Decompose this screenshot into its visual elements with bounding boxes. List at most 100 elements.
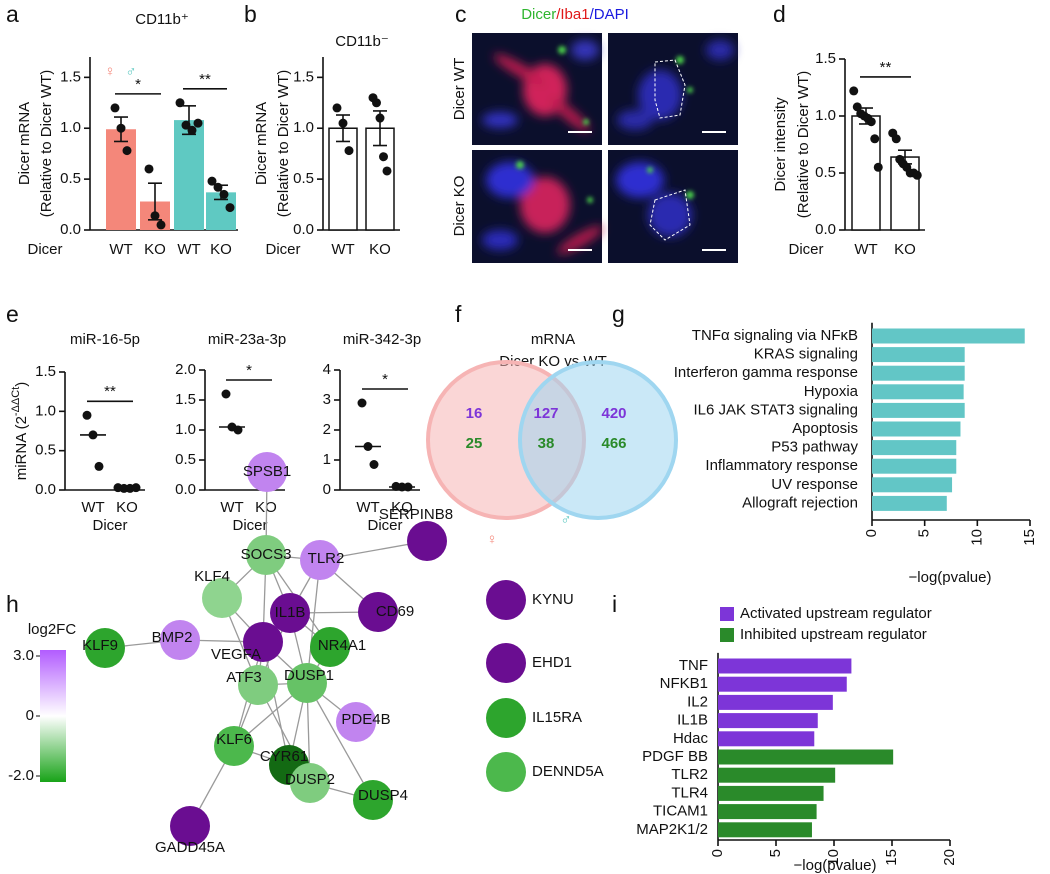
network-node-label: KYNU [532,591,574,608]
x-axis-label: Dicer [265,241,300,258]
y-tick-label: Apoptosis [792,420,858,437]
data-point [187,125,197,135]
network-node [246,535,286,575]
panel-letter: g [612,301,625,327]
data-point [233,425,243,435]
x-tick-label: 0 [863,529,880,537]
row-label: Dicer WT [451,58,468,121]
network-node [300,540,340,580]
network-node-label: KLF9 [82,637,118,654]
data-point [891,134,901,144]
data-point [116,123,126,133]
data-point [213,182,223,192]
y-axis-label: Dicer mRNA [253,102,270,185]
significance-label: ** [199,71,211,88]
y-axis-label-part: ) [13,382,30,387]
x-axis-label: Dicer [92,517,127,534]
y-tick-label: 1.0 [35,402,56,419]
chart-title: CD11b⁺ [135,11,189,28]
venn-count: 25 [466,435,483,452]
network-node [85,628,125,668]
bar [872,495,947,511]
x-tick-label: KO [369,241,391,258]
x-tick-label: 0 [709,849,726,857]
network-node-label: CD69 [376,603,414,620]
data-point [849,86,859,96]
network-node [353,780,393,820]
chart-title: CD11b⁻ [335,33,389,50]
network-node [486,643,526,683]
data-point [221,389,231,399]
network-node-label: TLR2 [308,550,345,567]
venn-title: mRNA [531,331,575,348]
network-node-label: SOCS3 [241,546,292,563]
data-point [375,113,385,123]
y-tick-label: IL1B [677,712,708,729]
network-node [238,665,278,705]
y-tick-label: 4 [323,361,331,378]
network-node-label: SPSB1 [243,463,291,480]
chart-title: miR-342-3p [343,331,421,348]
y-tick-label: 1 [323,451,331,468]
network-node [170,806,210,846]
bar [872,458,957,474]
venn-count: 16 [466,405,483,422]
stain [482,40,734,254]
bar [718,676,847,692]
y-tick-label: 1.0 [293,119,314,136]
data-point [110,103,120,113]
venn-symbol: ♂ [560,511,571,528]
bar [718,822,812,838]
y-tick-label: 3 [323,391,331,408]
colorbar-tick-label: 0 [26,707,34,724]
y-tick-label: 1.5 [293,68,314,85]
y-tick-label: 0.5 [60,170,81,187]
y-tick-label: Inflammatory response [705,457,858,474]
bar [872,328,1025,344]
network-node [247,452,287,492]
bar [872,347,965,363]
network-node-label: NR4A1 [318,637,366,654]
y-tick-label: P53 pathway [771,439,858,456]
network-node [214,726,254,766]
chart-title: miR-23a-3p [208,331,286,348]
network-node-label: DUSP4 [358,787,408,804]
bar [718,658,852,674]
row-label: Dicer KO [451,176,468,237]
network-node-label: VEGFA [211,646,261,663]
data-point [332,103,342,113]
bar [872,440,957,456]
y-tick-label: 0.5 [815,164,836,181]
group-symbol: ♀ [104,63,115,80]
y-tick-label: PDGF BB [642,748,708,765]
data-point [873,162,883,172]
data-point [403,482,413,492]
x-tick-label: KO [894,241,916,258]
y-tick-label: 1.0 [175,421,196,438]
venn-count: 420 [601,405,626,422]
y-tick-label: 0.0 [293,221,314,238]
network-node-label: DUSP1 [284,667,334,684]
y-axis-label-part: miRNA (2 [13,416,30,480]
y-tick-label: Hdac [673,730,709,747]
data-point [338,118,348,128]
x-tick-label: WT [177,241,200,258]
data-point [207,176,217,186]
significance-label: * [246,362,252,379]
network-node [310,627,350,667]
panel-letter: h [6,591,19,617]
x-tick-label: WT [109,241,132,258]
x-tick-label: 10 [968,529,985,546]
bar [718,731,815,747]
y-axis-label: (Relative to Dicer WT) [795,71,812,219]
network-node-label: ATF3 [226,669,262,686]
y-tick-label: 0.5 [35,442,56,459]
network-node-label: SERPINB8 [379,506,453,523]
data-point [193,118,203,128]
network-node [486,698,526,738]
x-tick-label: 15 [883,849,900,866]
x-tick-label: 10 [825,849,842,866]
data-point [144,164,154,174]
network-node-label: IL1B [275,604,306,621]
data-point [369,460,379,469]
